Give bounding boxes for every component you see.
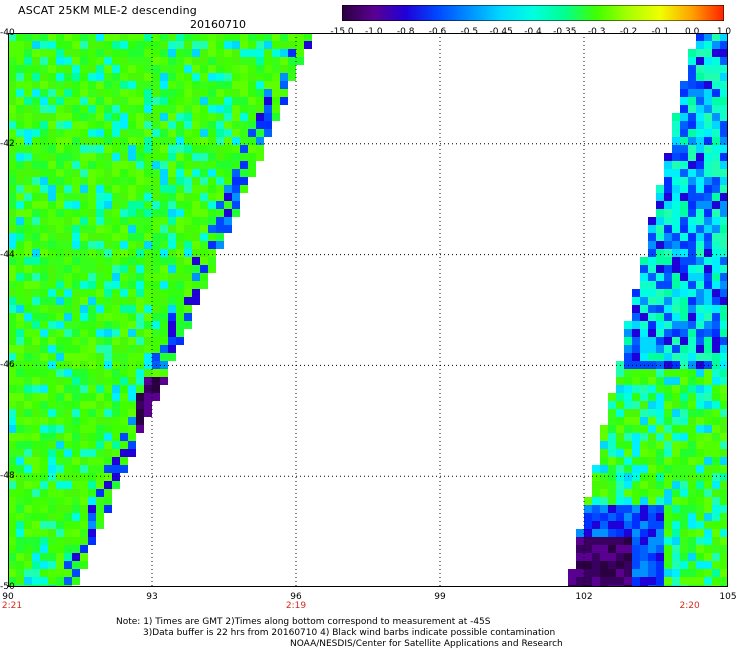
map-date: 20160710 xyxy=(190,18,246,31)
colorbar-tick-label: -0.2 xyxy=(619,27,638,37)
colorbar-tick-label: -0.5 xyxy=(460,27,479,37)
longitude-label: 93 xyxy=(146,592,158,602)
lat-lon-grid xyxy=(8,33,728,587)
left-swath xyxy=(8,33,312,587)
colorbar-tick-label: -0.35 xyxy=(553,27,577,37)
latitude-label: -40 xyxy=(0,28,15,38)
colorbar-tick-label: 0.0 xyxy=(684,27,700,37)
colorbar-tick-label: -1.0 xyxy=(365,27,383,37)
colorbar-labels: -15.0 -1.0 -0.8 -0.6 -0.5 -0.45 -0.4 -0.35 -0.3 -… xyxy=(330,27,740,39)
time-label: 2:19 xyxy=(285,601,307,611)
time-label: 2:21 xyxy=(1,601,23,611)
right-swath xyxy=(568,33,728,587)
note-line-3: NOAA/NESDIS/Center for Satellite Applica… xyxy=(290,639,563,649)
latitude-label: -50 xyxy=(0,582,15,592)
longitude-label: 102 xyxy=(575,592,593,602)
map-title: ASCAT 25KM MLE-2 descending xyxy=(18,4,197,17)
colorbar-tick-label: -0.8 xyxy=(396,27,415,37)
colorbar-tick-label: -0.1 xyxy=(651,27,670,37)
colorbar-tick-label: 1.0 xyxy=(716,27,732,37)
map-frame xyxy=(8,33,728,587)
longitude-label: 105 xyxy=(719,592,737,602)
colorbar-tick-label: -0.4 xyxy=(524,27,542,37)
colorbar-gradient xyxy=(342,5,724,21)
longitude-label: 90 xyxy=(2,592,14,602)
time-label: 2:20 xyxy=(679,601,700,611)
colorbar-tick-label: -0.6 xyxy=(428,27,447,37)
colorbar-tick-label: -15.0 xyxy=(330,27,354,37)
latitude-label: -42 xyxy=(0,138,15,149)
colorbar xyxy=(342,5,724,21)
longitude-label: 96 xyxy=(290,592,302,602)
swath-map xyxy=(8,33,728,587)
latitude-label: -46 xyxy=(0,360,15,371)
longitude-label: 99 xyxy=(434,592,446,602)
colorbar-tick-label: -0.45 xyxy=(489,27,513,37)
colorbar-tick-label: -0.3 xyxy=(587,27,606,37)
latitude-label: -44 xyxy=(0,249,15,260)
note-line-1: Note: 1) Times are GMT 2)Times along bot… xyxy=(116,617,491,627)
note-line-2: 3)Data buffer is 22 hrs from 20160710 4)… xyxy=(143,628,556,638)
latitude-label: -48 xyxy=(0,471,15,482)
